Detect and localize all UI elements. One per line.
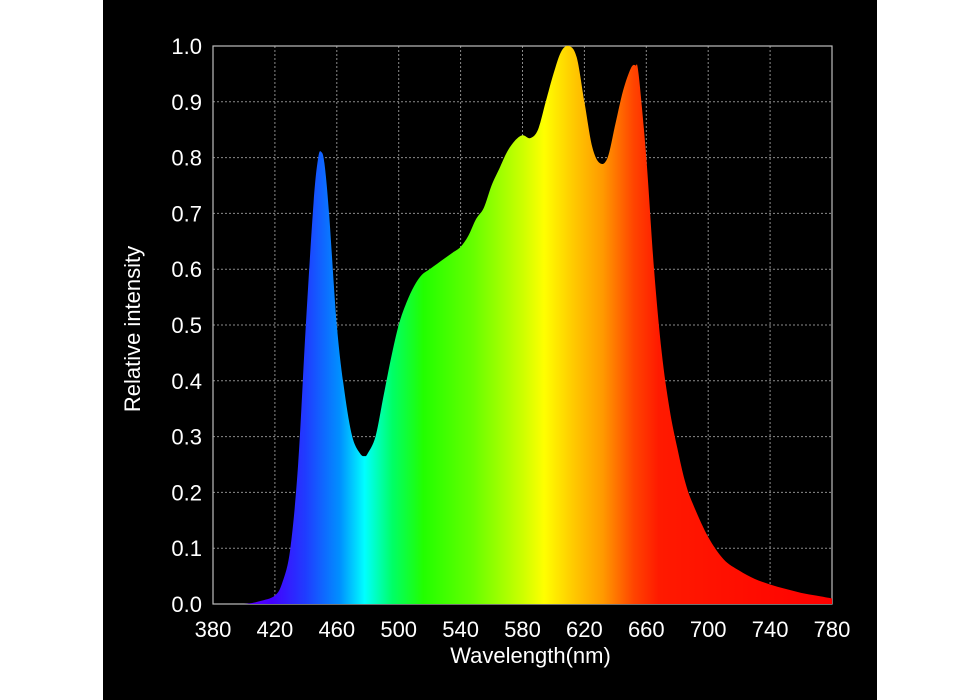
y-tick-label: 0.4 [171,369,202,394]
y-tick-label: 0.1 [171,536,202,561]
x-tick-label: 540 [442,617,479,642]
y-tick-label: 0.3 [171,425,202,450]
x-tick-label: 740 [752,617,789,642]
x-tick-label: 580 [504,617,541,642]
y-tick-label: 0.0 [171,592,202,617]
x-tick-label: 420 [257,617,294,642]
spectrum-area-series-0 [213,45,832,604]
y-tick-label: 0.6 [171,257,202,282]
x-tick-label: 460 [318,617,355,642]
x-tick-label: 620 [566,617,603,642]
x-tick-label: 660 [628,617,665,642]
y-tick-label: 1.0 [171,34,202,59]
x-tick-label: 380 [195,617,232,642]
y-tick-label: 0.5 [171,313,202,338]
x-tick-label: 780 [814,617,851,642]
y-tick-label: 0.7 [171,201,202,226]
spectrum-area-layer [213,45,832,604]
y-axis-label: Relative intensity [120,246,145,412]
x-tick-label: 700 [690,617,727,642]
x-axis-label: Wavelength(nm) [450,643,611,668]
y-tick-label: 0.2 [171,480,202,505]
y-tick-labels: 0.0 0.1 0.2 0.3 0.4 0.5 0.6 0.7 0.8 0.9 1.0 [171,34,202,617]
y-tick-label: 0.9 [171,90,202,115]
y-tick-label: 0.8 [171,146,202,171]
x-tick-labels: 380 420 460 500 540 580 620 660 700 740 780 [195,617,851,642]
x-tick-label: 500 [380,617,417,642]
